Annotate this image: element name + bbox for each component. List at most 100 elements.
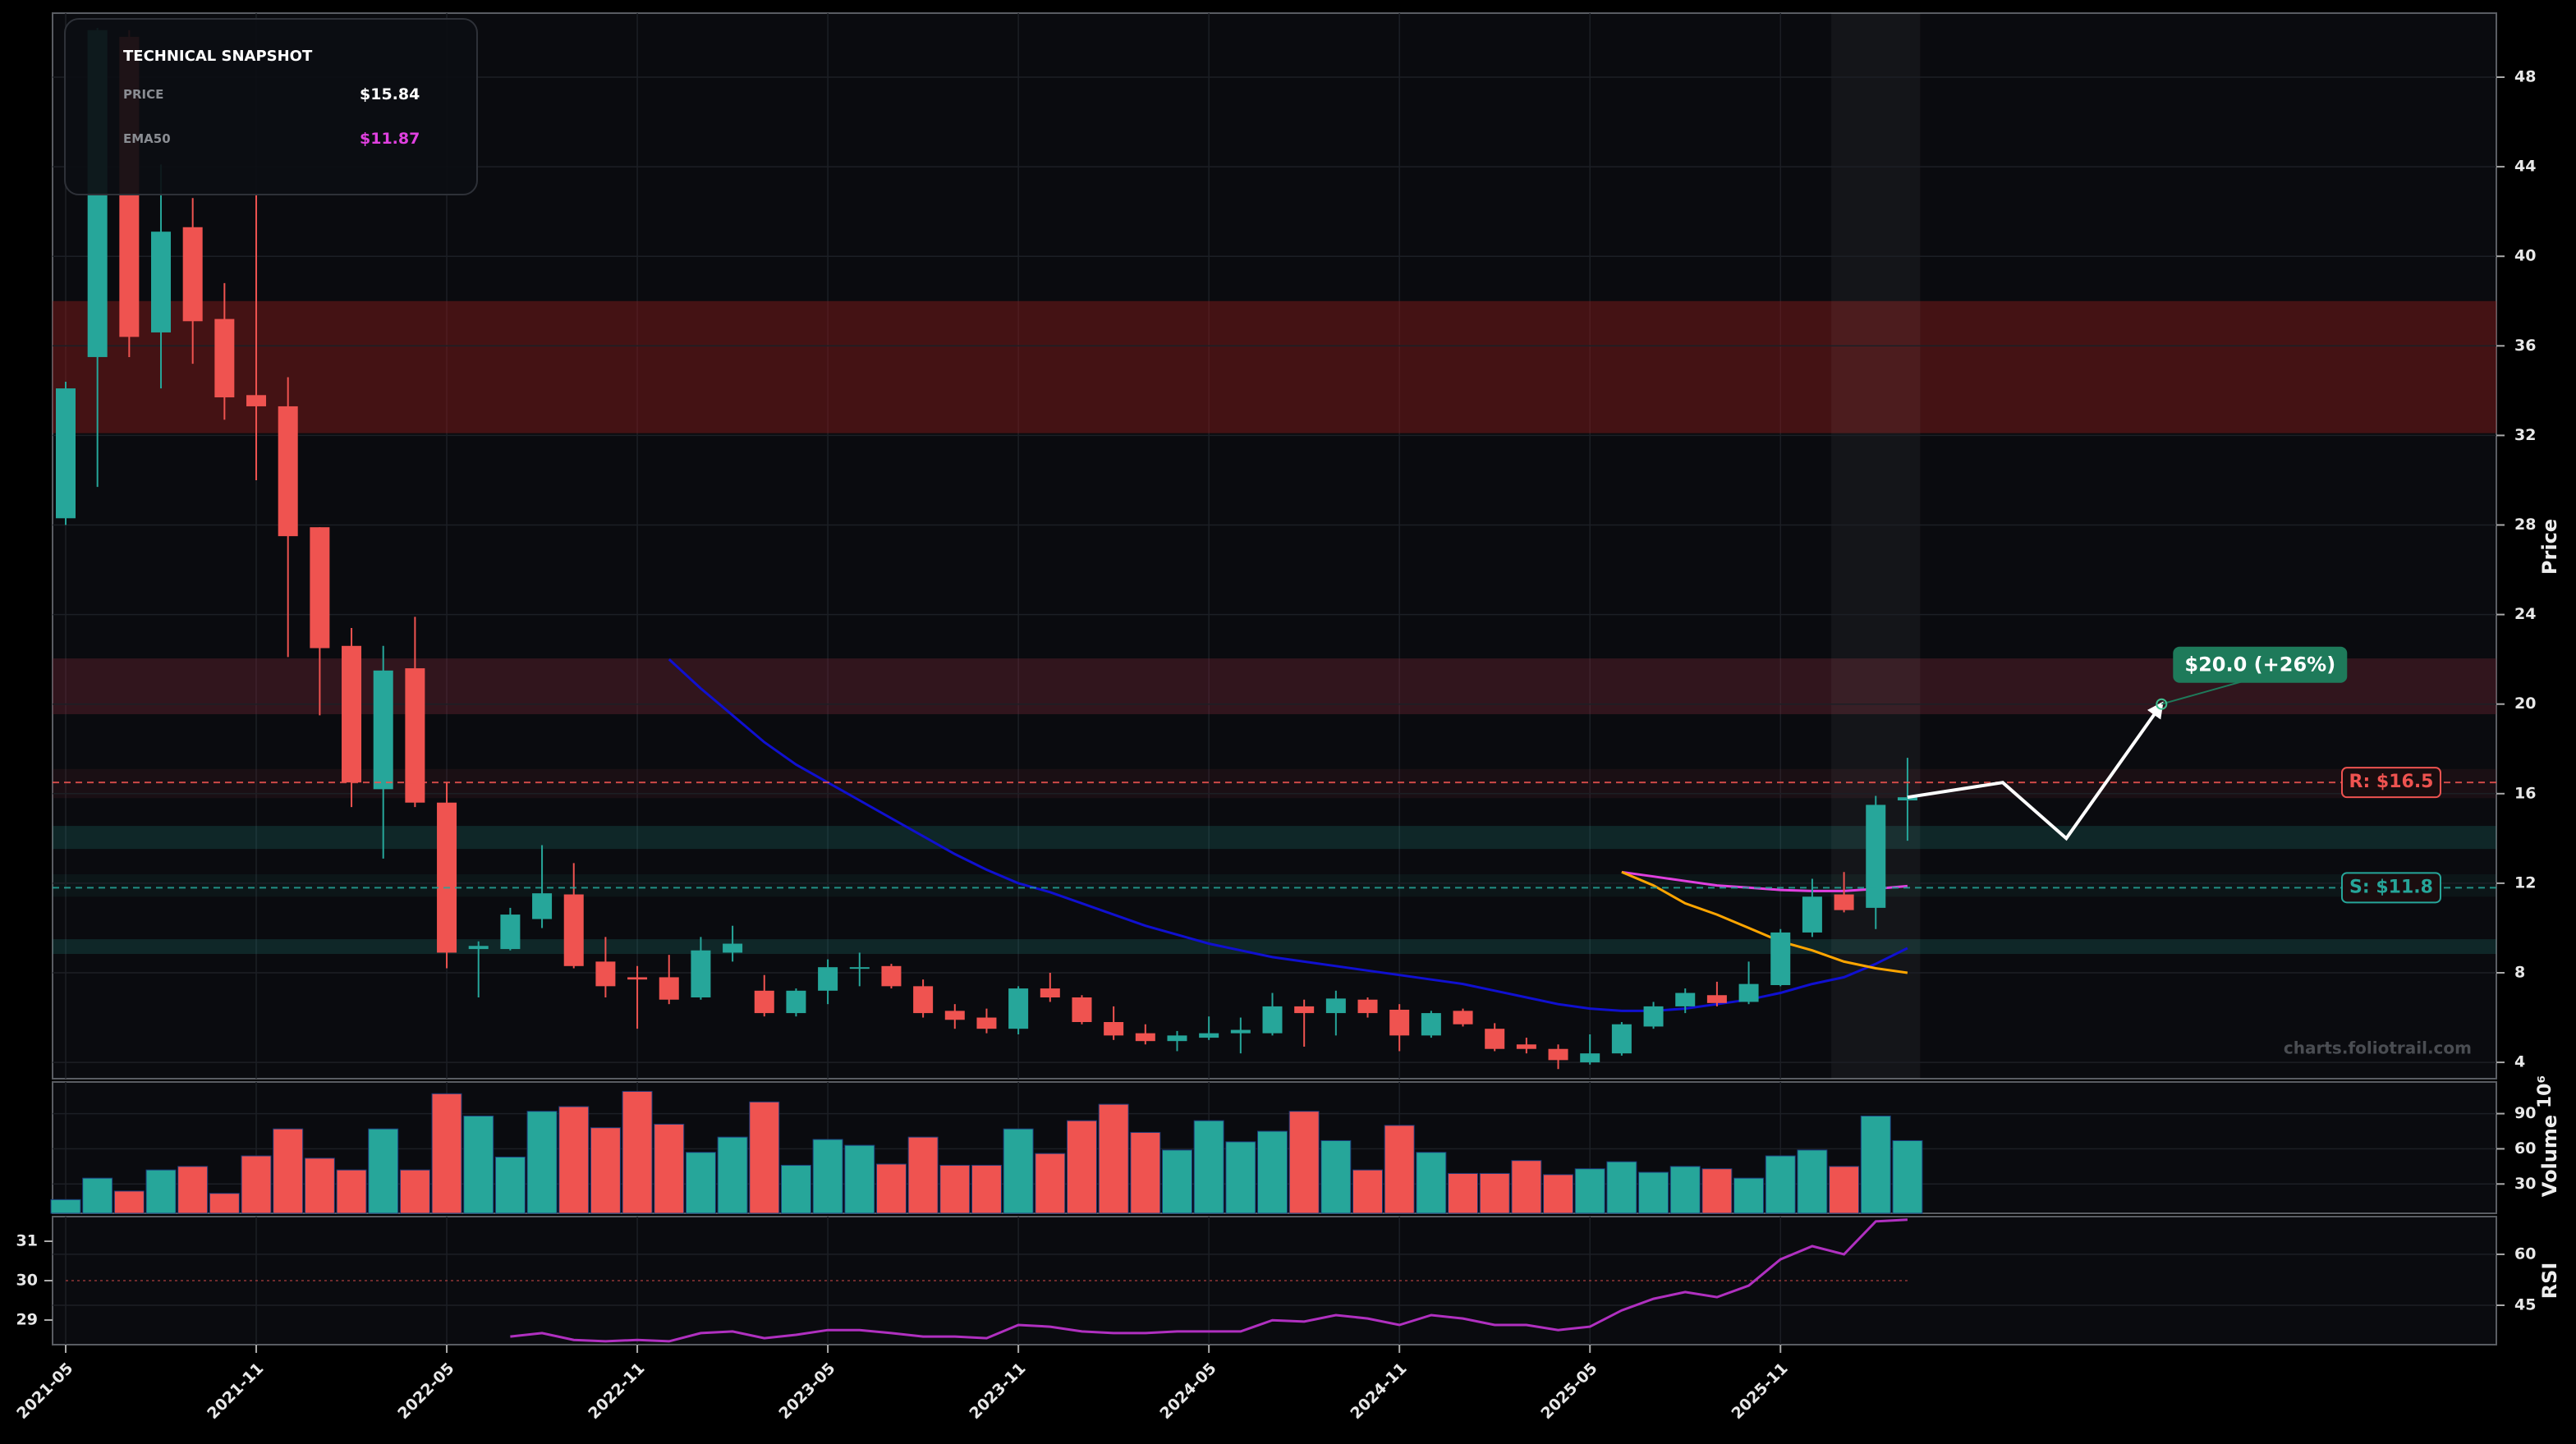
candle-body	[1866, 805, 1886, 908]
volume-bar	[1288, 1111, 1320, 1214]
volume-bar	[1797, 1149, 1828, 1214]
volume-bar	[1130, 1131, 1161, 1214]
y-tick-label: 24	[2514, 605, 2536, 623]
candle-body	[468, 946, 489, 950]
candle-body	[1262, 1006, 1283, 1034]
y-tick-label: 28	[2514, 516, 2536, 534]
volume-bar	[241, 1155, 272, 1214]
candle-body	[1675, 992, 1696, 1006]
y-tick-label: 12	[2514, 873, 2536, 892]
volume-bar	[526, 1111, 558, 1214]
x-tick-label: 2021-11	[204, 1359, 267, 1423]
candle-body	[913, 986, 934, 1014]
volume-bar	[145, 1169, 177, 1214]
snapshot-label: EMA50	[123, 131, 171, 146]
candle-body	[1897, 797, 1917, 800]
y-tick-label: 30	[16, 1272, 38, 1290]
snapshot-title: TECHNICAL SNAPSHOT	[123, 48, 313, 65]
volume-bar	[1098, 1103, 1129, 1214]
x-tick-label: 2025-11	[1728, 1359, 1791, 1423]
candle-body	[1485, 1029, 1505, 1049]
volume-bar	[1574, 1168, 1605, 1214]
zone	[53, 300, 2496, 433]
candle-body	[818, 967, 838, 991]
volume-bar	[590, 1127, 621, 1214]
axis-title: Volume	[2538, 1115, 2561, 1197]
y-tick-label: 90	[2514, 1104, 2536, 1122]
x-tick-label: 2022-11	[585, 1359, 648, 1423]
volume-bar	[1829, 1166, 1860, 1214]
volume-bar	[1511, 1160, 1542, 1214]
candle-body	[1421, 1013, 1441, 1036]
candle-body	[944, 1011, 965, 1020]
volume-bar	[1035, 1153, 1066, 1214]
candle-body	[1199, 1033, 1219, 1038]
volume-bar	[1066, 1120, 1097, 1214]
volume-bar	[1352, 1169, 1384, 1214]
candle-body	[1738, 983, 1759, 1002]
candle-body	[1580, 1053, 1600, 1063]
watermark: charts.foliotrail.com	[2284, 1038, 2472, 1058]
volume-bar	[749, 1101, 780, 1214]
volume-bar	[336, 1169, 367, 1214]
indicator-line	[1621, 870, 1908, 974]
axis-title: RSI	[2538, 1263, 2561, 1300]
candle-body	[1040, 988, 1060, 997]
candle-body	[405, 668, 425, 803]
volume-bar	[1161, 1149, 1192, 1214]
volume-bar	[939, 1164, 971, 1214]
y-tick-label: 29	[16, 1311, 38, 1329]
volume-bar	[717, 1136, 748, 1214]
indicator-line	[1621, 870, 1908, 892]
candle-body	[1357, 999, 1378, 1014]
volume-bar	[1701, 1168, 1733, 1214]
volume-bar	[812, 1139, 843, 1214]
candle-body	[563, 894, 584, 966]
level-box	[2341, 872, 2441, 904]
candle-body	[437, 802, 457, 953]
volume-bar	[1003, 1128, 1034, 1214]
x-tick-label: 2025-05	[1537, 1359, 1600, 1423]
candle-body	[56, 388, 76, 519]
x-tick-label: 2024-11	[1347, 1359, 1410, 1423]
y-tick-label: 16	[2514, 784, 2536, 802]
volume-bar	[1479, 1172, 1510, 1214]
candle-body	[1389, 1009, 1410, 1036]
indicator-line	[668, 658, 1908, 1012]
volume-bar	[209, 1193, 240, 1214]
volume-bar	[82, 1177, 113, 1214]
y2-tick-label: 45	[2514, 1296, 2536, 1314]
volume-bar	[50, 1199, 81, 1214]
volume-bar	[368, 1128, 399, 1214]
candle-body	[151, 231, 172, 332]
target-point	[2156, 698, 2168, 710]
candle-body	[278, 406, 298, 537]
zone	[53, 658, 2496, 714]
x-tick-label: 2023-05	[775, 1359, 838, 1423]
y2-tick-label: 60	[2514, 1245, 2536, 1263]
candle-body	[1834, 894, 1854, 910]
candle-body	[754, 990, 774, 1014]
candle-body	[1008, 988, 1029, 1029]
candle-body	[1453, 1011, 1473, 1025]
volume-bar	[1257, 1130, 1288, 1214]
volume-bar	[113, 1190, 145, 1214]
candle-body	[1325, 998, 1346, 1014]
volume-bar	[1448, 1172, 1479, 1214]
candle-body	[310, 527, 330, 649]
candle-body	[627, 977, 648, 980]
x-tick-label: 2021-05	[13, 1359, 76, 1423]
x-tick-label: 2023-11	[966, 1359, 1029, 1423]
candle-body	[1230, 1029, 1251, 1034]
volume-bar	[844, 1144, 875, 1214]
snapshot-label: PRICE	[123, 87, 164, 102]
y-tick-label: 30	[2514, 1175, 2536, 1193]
volume-bar	[1320, 1139, 1352, 1214]
candle-body	[691, 950, 711, 997]
target-box	[2173, 646, 2348, 683]
y-tick-label: 8	[2514, 963, 2525, 981]
axis-title: Price	[2538, 519, 2561, 575]
candle-body	[595, 961, 616, 987]
volume-bar	[1416, 1152, 1447, 1214]
